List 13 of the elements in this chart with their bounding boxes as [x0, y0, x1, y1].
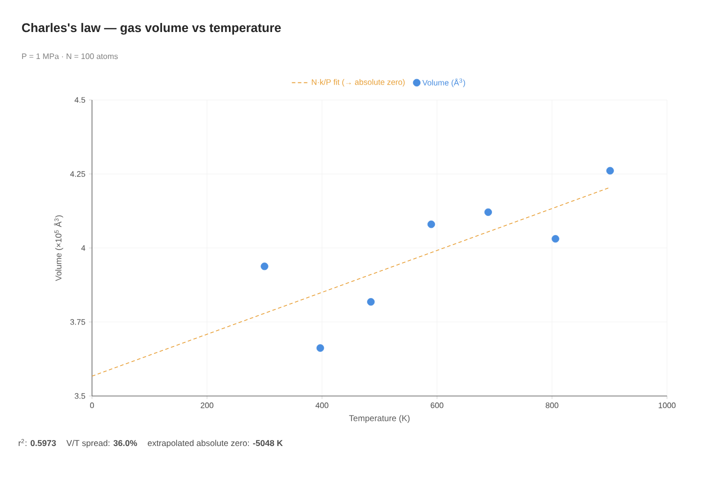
- text: extrapolated absolute zero: -5048 K: [148, 440, 283, 448]
- point: [427, 220, 436, 228]
- point: [552, 235, 560, 243]
- text: V/T spread: 36.0%: [66, 440, 138, 448]
- point: [606, 166, 614, 175]
- point: [316, 344, 324, 352]
- point: [484, 208, 492, 216]
- chart-title: Charles's law — gas volume vs temperature: [22, 22, 281, 35]
- point: [367, 298, 375, 306]
- point: [260, 262, 268, 270]
- x-axis-title: Temperature (K): [349, 414, 410, 423]
- text: r$^{2}$: 0.5973: [18, 439, 56, 446]
- y-axis-title: Volume (×10$^{5}$ Å$^{3}$): [54, 215, 64, 282]
